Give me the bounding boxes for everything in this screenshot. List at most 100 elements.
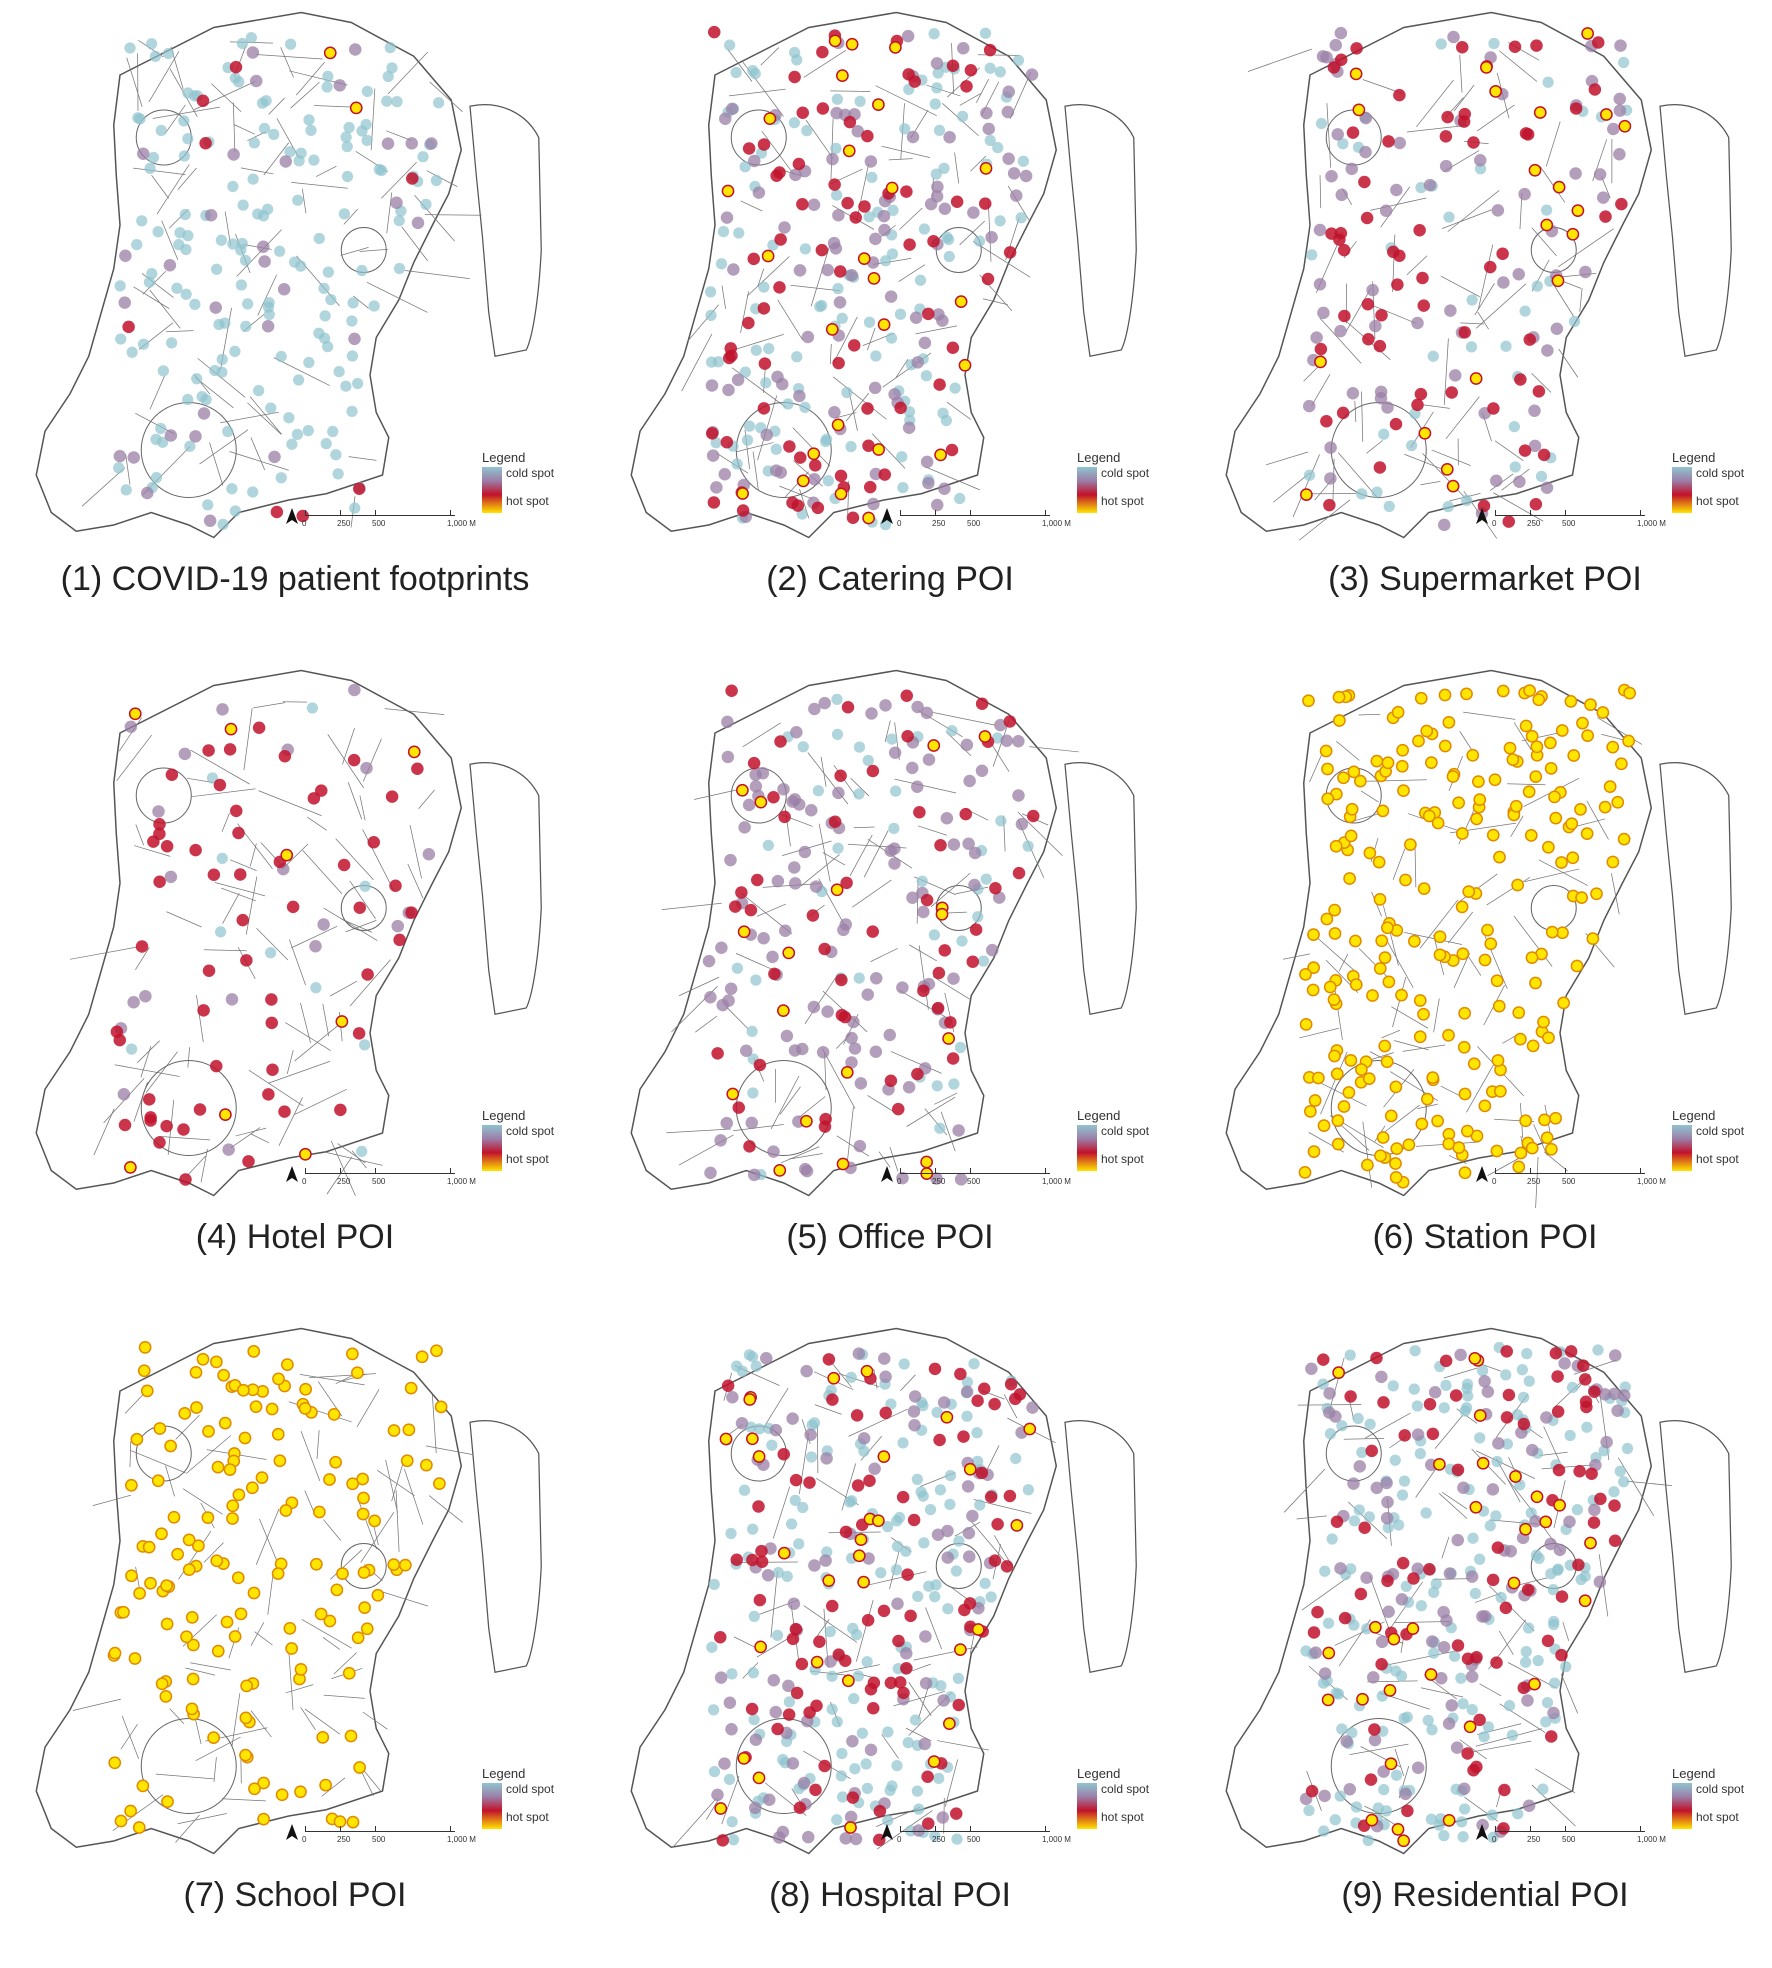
hotspot-point — [1575, 804, 1586, 815]
hotspot-point — [1308, 1146, 1319, 1157]
hotspot-point — [1325, 227, 1338, 240]
hotspot-point — [230, 1631, 241, 1642]
hotspot-point — [710, 481, 723, 494]
hotspot-point — [1443, 717, 1454, 728]
hotspot-point — [1558, 997, 1569, 1008]
hotspot-point — [798, 741, 809, 752]
hotspot-point — [163, 48, 174, 59]
hotspot-point — [1457, 948, 1468, 959]
hotspot-point — [918, 1537, 929, 1548]
hotspot-point — [1400, 874, 1411, 885]
hotspot-point — [224, 743, 237, 756]
hotspot-point — [139, 990, 152, 1003]
hotspot-point — [911, 701, 924, 714]
hotspot-point — [1546, 1144, 1557, 1155]
hotspot-point — [1554, 182, 1565, 193]
hotspot-point — [832, 729, 843, 740]
hotspot-point — [1388, 1380, 1399, 1391]
hotspot-point — [1457, 901, 1468, 912]
hotspot-point — [943, 1033, 954, 1044]
hotspot-point — [280, 155, 293, 168]
hotspot-point — [1539, 1114, 1550, 1125]
hotspot-point — [229, 346, 240, 357]
hotspot-point — [1362, 1159, 1373, 1170]
hotspot-point — [1605, 781, 1616, 792]
hotspot-point — [865, 1683, 878, 1696]
hotspot-point — [1467, 1764, 1480, 1777]
hotspot-point — [943, 234, 954, 245]
hotspot-point — [1490, 86, 1501, 97]
hotspot-point — [748, 253, 761, 266]
hotspot-point — [181, 289, 192, 300]
hotspot-point — [1518, 1392, 1529, 1403]
hotspot-point — [708, 26, 721, 39]
hotspot-point — [828, 1373, 839, 1384]
hotspot-point — [910, 312, 923, 325]
hotspot-point — [1330, 39, 1343, 52]
scale-tick — [1530, 1826, 1531, 1831]
hotspot-point — [187, 1612, 198, 1623]
hotspot-point — [1354, 1460, 1367, 1473]
hotspot-point — [1589, 83, 1602, 96]
hotspot-point — [181, 1631, 192, 1642]
hotspot-point — [247, 486, 258, 497]
hotspot-point — [1321, 913, 1332, 924]
hotspot-point — [227, 1500, 238, 1511]
hotspot-point — [793, 390, 806, 403]
hotspot-point — [891, 1760, 902, 1771]
hotspot-point — [944, 1718, 955, 1729]
hotspot-point — [1452, 1464, 1465, 1477]
hotspot-point — [849, 1763, 860, 1774]
hotspot-point — [347, 350, 358, 361]
scale-label: 1,000 M — [1042, 1835, 1071, 1844]
hotspot-point — [732, 963, 743, 974]
hotspot-point — [832, 209, 845, 222]
hotspot-point — [921, 1771, 934, 1784]
hotspot-point — [1467, 294, 1478, 305]
hotspot-point — [962, 1480, 975, 1493]
hotspot-point — [837, 313, 848, 324]
hotspot-point — [1452, 1639, 1465, 1652]
hotspot-point — [390, 197, 403, 210]
hotspot-point — [935, 1484, 946, 1495]
hotspot-point — [749, 1714, 760, 1725]
hotspot-point — [1018, 156, 1029, 167]
hotspot-point — [944, 1016, 957, 1029]
hotspot-point — [1546, 763, 1557, 774]
hotspot-point — [709, 1766, 720, 1777]
hotspot-point — [725, 685, 738, 698]
legend-cold-label: cold spot — [1101, 1782, 1149, 1796]
hotspot-point — [311, 1559, 322, 1570]
hotspot-point — [303, 114, 314, 125]
hotspot-point — [725, 1723, 738, 1736]
hotspot-point — [1459, 1088, 1470, 1099]
legend-color-ramp — [1077, 467, 1097, 513]
hotspot-point — [1515, 1034, 1526, 1045]
hotspot-point — [773, 166, 786, 179]
hotspot-point — [1544, 1538, 1557, 1551]
hotspot-point — [1594, 168, 1607, 181]
hotspot-point — [1458, 1831, 1469, 1842]
hotspot-point — [754, 1059, 767, 1072]
hotspot-point — [763, 343, 774, 354]
hotspot-point — [327, 426, 338, 437]
hotspot-point — [1467, 1533, 1478, 1544]
hotspot-point — [738, 821, 751, 834]
hotspot-point — [230, 805, 243, 818]
hotspot-point — [235, 1608, 246, 1619]
hotspot-point — [1572, 1559, 1585, 1572]
scale-label: 1,000 M — [1637, 1177, 1666, 1186]
hotspot-point — [1415, 388, 1428, 401]
hotspot-point — [1549, 791, 1560, 802]
hotspot-point — [774, 1165, 785, 1176]
scale-tick — [900, 510, 901, 515]
legend-cold-label: cold spot — [1101, 1124, 1149, 1138]
hotspot-point — [334, 79, 347, 92]
hotspot-point — [265, 993, 278, 1006]
scale-label: 1,000 M — [1042, 519, 1071, 528]
hotspot-point — [425, 137, 438, 150]
hotspot-point — [1504, 743, 1515, 754]
hotspot-point — [751, 1361, 762, 1372]
scale-tick — [450, 510, 451, 515]
